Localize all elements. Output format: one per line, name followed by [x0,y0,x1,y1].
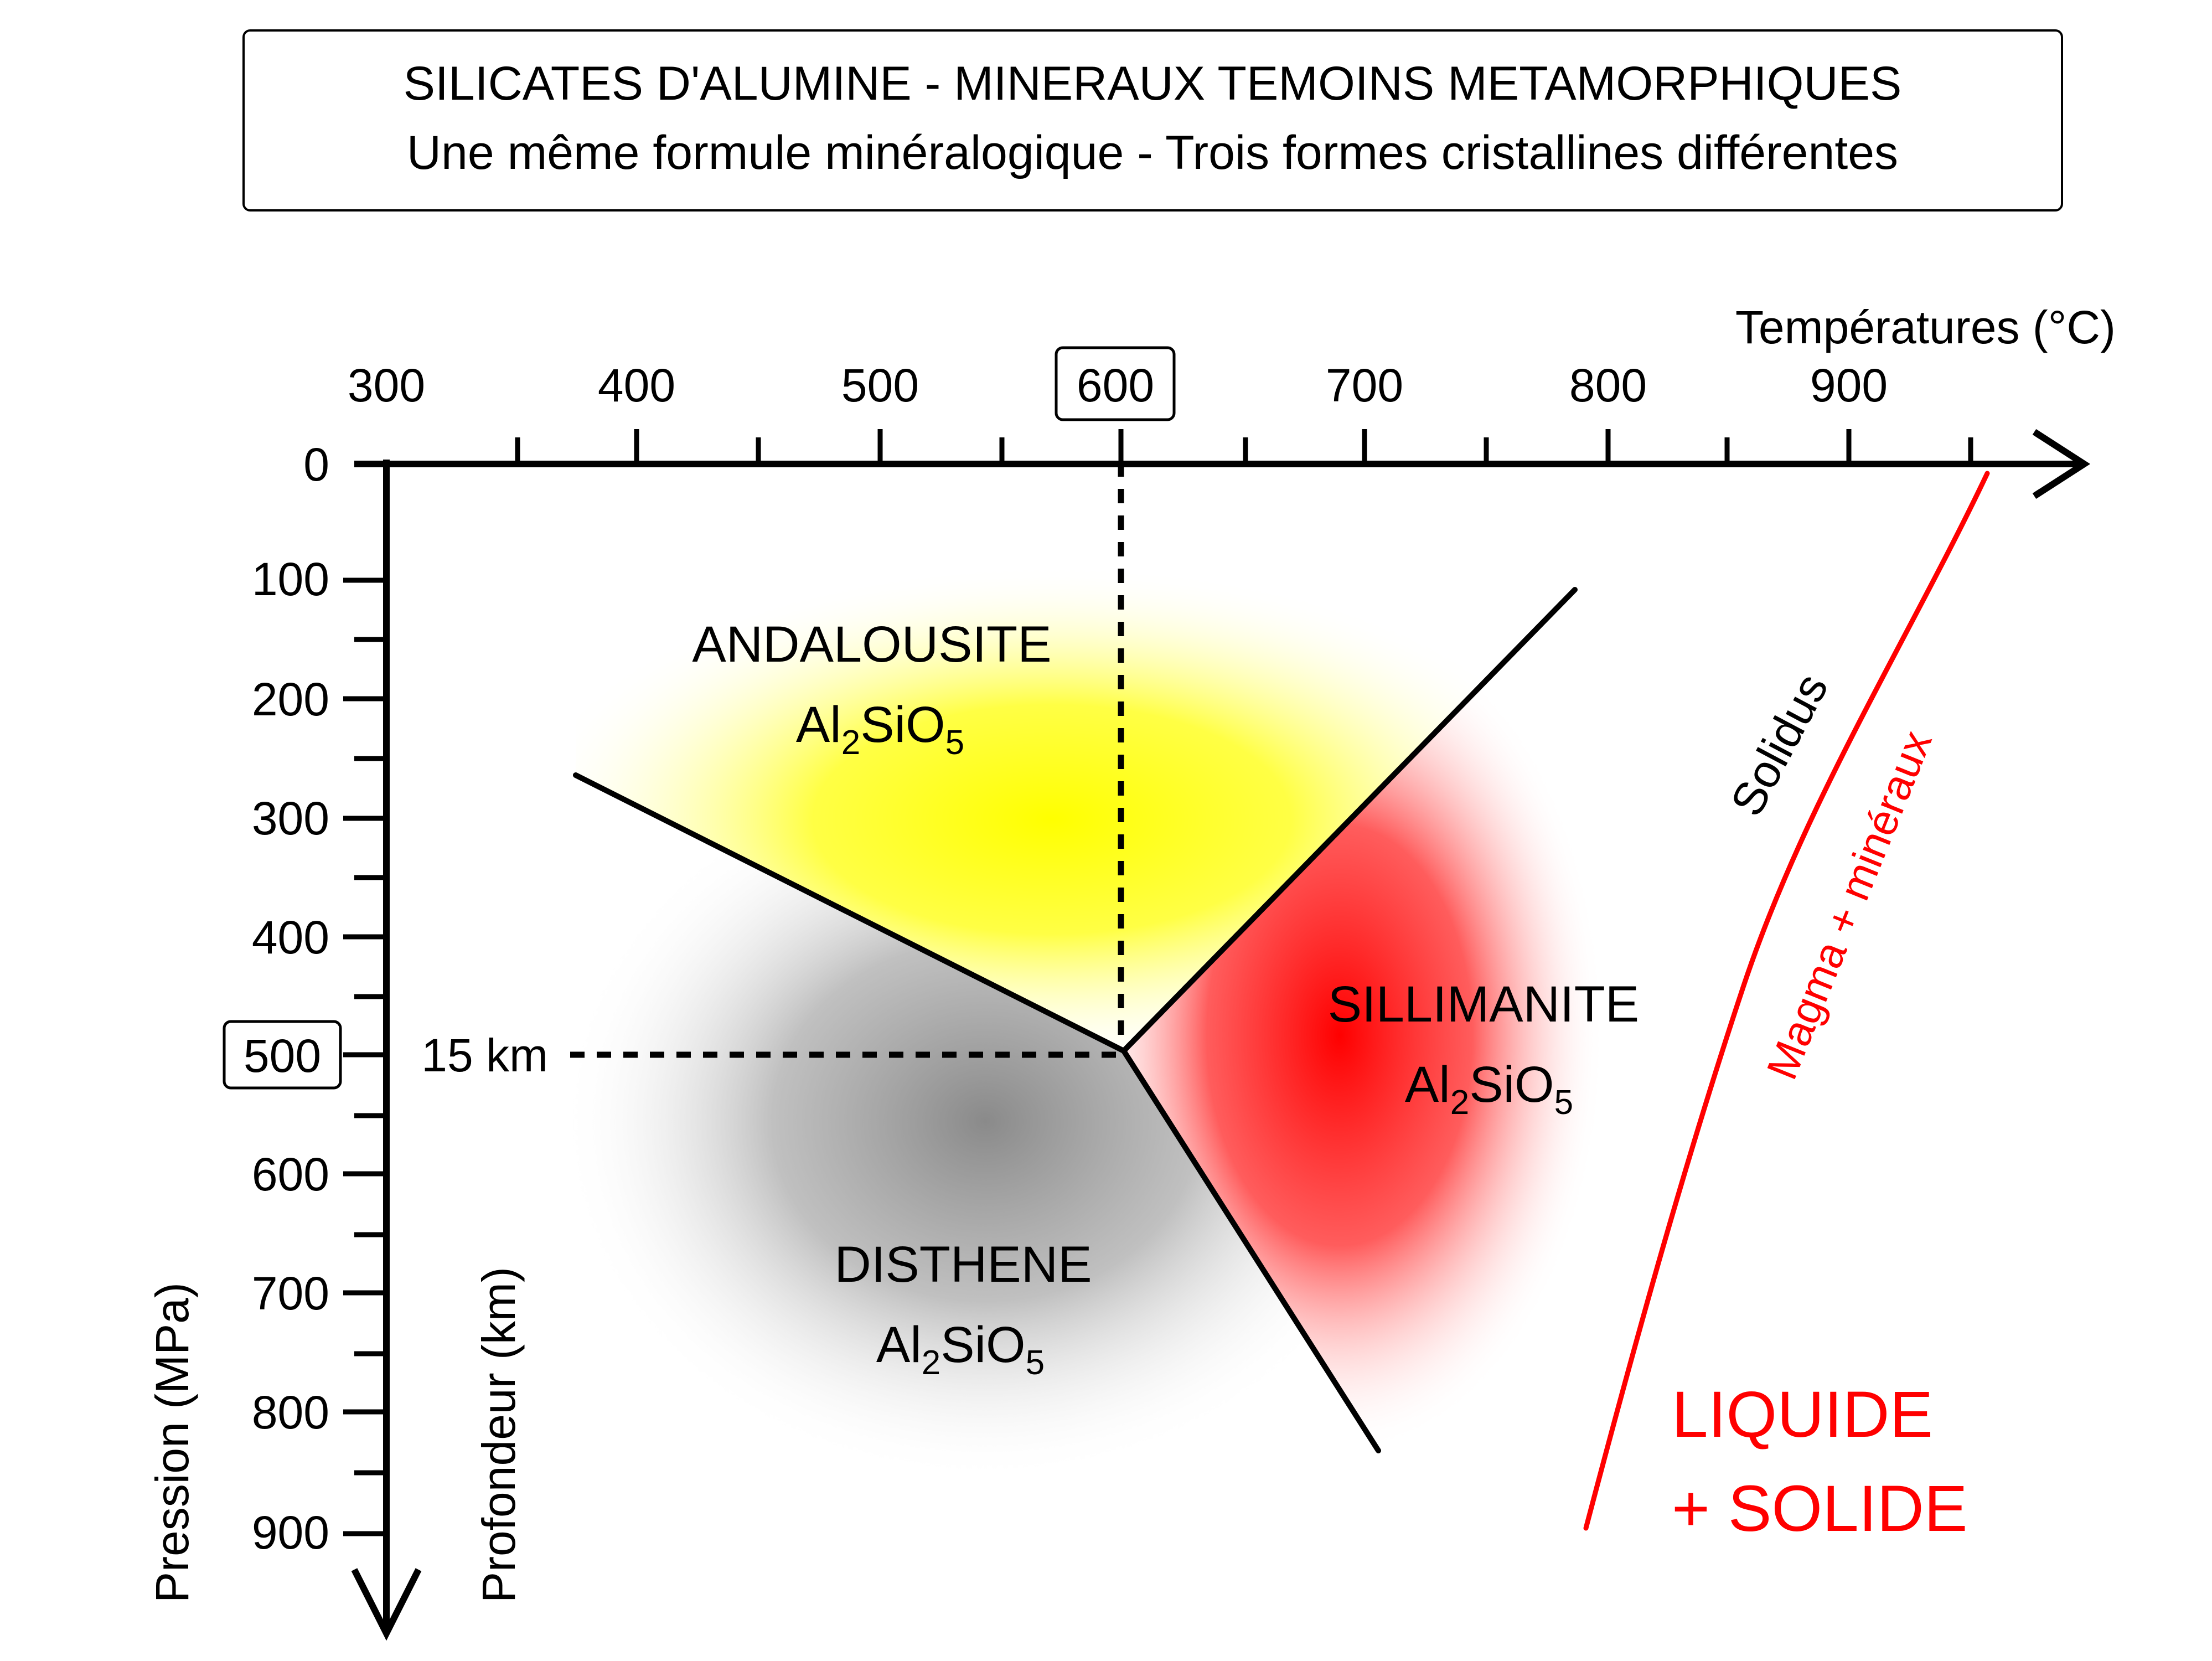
liquid-solid-label: LIQUIDE + SOLIDE [1672,1378,1968,1545]
sillimanite-label: SILLIMANITE Al2SiO5 [1328,976,1639,1122]
andalousite-label: ANDALOUSITE Al2SiO5 [692,616,1051,762]
x-tick-label: 400 [598,359,675,411]
liquid-label-line2: + SOLIDE [1672,1472,1968,1545]
title-box: SILICATES D'ALUMINE - MINERAUX TEMOINS M… [242,29,2063,212]
y-tick-label: 400 [252,911,329,963]
pressure-axis-title: Pression (MPa) [146,1282,198,1603]
title-line-1: SILICATES D'ALUMINE - MINERAUX TEMOINS M… [404,57,1902,110]
temperature-tick-labels: 300 400 500 600 700 800 900 [348,346,1888,421]
disthene-name: DISTHENE [834,1236,1092,1293]
liquid-label-line1: LIQUIDE [1672,1378,1933,1451]
andalousite-sillimanite-boundary [1121,587,1578,1054]
andalousite-disthene-boundary [573,772,1126,1054]
pressure-tick-labels: 0 100 200 300 400 500 600 700 800 900 [223,439,342,1559]
temperature-axis-title: Températures (°C) [1735,301,2116,353]
y-highlight-box [223,1020,342,1090]
y-tick-label: 300 [252,792,329,844]
x-tick-label: 700 [1326,359,1403,411]
x-tick-label: 900 [1810,359,1888,411]
x-tick-label: 300 [348,359,425,411]
andalousite-formula: Al2SiO5 [796,697,964,762]
temperature-axis-arrowhead [2032,429,2091,499]
disthene-label: DISTHENE Al2SiO5 [834,1236,1092,1382]
sillimanite-name: SILLIMANITE [1328,976,1639,1033]
x-highlight-box [1055,346,1176,421]
pressure-axis-arrowhead [351,1568,422,1641]
y-tick-label: 700 [252,1267,329,1319]
x-tick-label: 500 [841,359,919,411]
title-line-2: Une même formule minéralogique - Trois f… [407,126,1898,179]
y-tick-label: 100 [252,553,329,605]
x-tick-label-highlighted: 600 [1077,359,1154,411]
pressure-ticks [343,577,386,1536]
y-tick-label-highlighted: 500 [244,1030,321,1082]
y-tick-label: 800 [252,1386,329,1438]
y-tick-label: 200 [252,673,329,725]
depth-axis-title: Profondeur (km) [473,1267,525,1603]
y-tick-label: 0 [303,439,329,491]
andalousite-name: ANDALOUSITE [692,616,1051,673]
temperature-ticks [515,429,1973,464]
y-tick-label: 600 [252,1148,329,1200]
phase-boundaries [573,587,1578,1453]
x-tick-label: 800 [1569,359,1647,411]
axes [351,429,2091,1641]
depth-marker-label: 15 km [421,1029,548,1081]
sillimanite-formula: Al2SiO5 [1405,1056,1573,1122]
solidus-curve [1583,471,1990,1531]
y-tick-label: 900 [252,1507,329,1559]
triple-point-guides [570,462,1124,1058]
disthene-formula: Al2SiO5 [876,1317,1045,1382]
disthene-sillimanite-boundary [1121,1048,1381,1453]
